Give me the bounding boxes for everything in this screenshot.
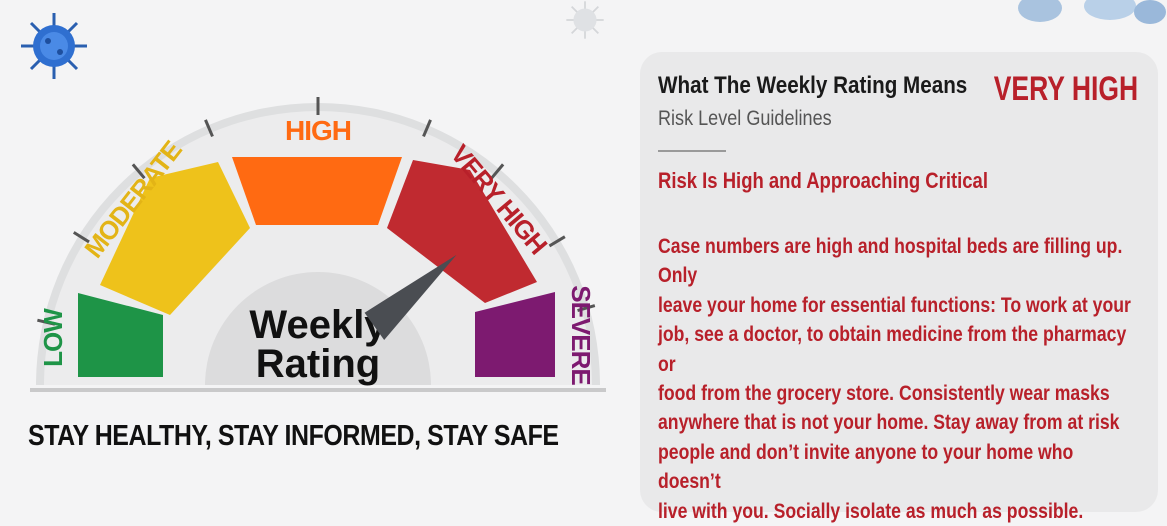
gauge-label-low: LOW xyxy=(38,308,68,367)
description-line: people and don’t invite anyone to your h… xyxy=(658,439,1074,494)
gauge-tick xyxy=(131,163,146,180)
gauge-segment-high xyxy=(232,157,402,225)
risk-description: Case numbers are high and hospital beds … xyxy=(658,232,1134,526)
virus-icon xyxy=(21,13,87,79)
rating-info-panel: What The Weekly Rating Means VERY HIGH R… xyxy=(640,52,1158,523)
gauge-segment-severe xyxy=(475,292,555,377)
description-line: food from the grocery store. Consistentl… xyxy=(658,381,1110,406)
description-line: leave your home for essential functions:… xyxy=(658,292,1131,317)
gauge-segment-moderate xyxy=(100,162,250,315)
gauge-tick xyxy=(490,163,505,180)
gauge-hub xyxy=(205,272,431,385)
risk-heading: Risk Is High and Approaching Critical xyxy=(658,168,988,193)
gauge-label-severe: SEVERE xyxy=(566,285,596,385)
description-line: live with you. Socially isolate as much … xyxy=(658,498,1084,523)
gauge-tick xyxy=(204,119,214,138)
gauge-tick xyxy=(422,119,432,138)
panel-title: What The Weekly Rating Means xyxy=(658,72,968,99)
description-line: anywhere that is not your home. Stay awa… xyxy=(658,410,1120,435)
center-label-line1: Weekly xyxy=(249,303,387,347)
weekly-rating-gauge: LOW MODERATE HIGH VERY HIGH SEVERE Weekly Ra… xyxy=(28,97,606,452)
panel-divider xyxy=(658,150,726,152)
center-label-line2: Rating xyxy=(256,342,380,386)
gauge-needle xyxy=(364,254,457,341)
gauge-segment-low xyxy=(78,293,163,377)
gauge-segment-very-high xyxy=(387,160,537,303)
current-level-badge: VERY HIGH xyxy=(993,70,1138,108)
description-line: Case numbers are high and hospital beds … xyxy=(658,234,1123,288)
virus-icon xyxy=(1018,0,1166,24)
panel-subtitle: Risk Level Guidelines xyxy=(658,107,832,130)
tagline: STAY HEALTHY, STAY INFORMED, STAY SAFE xyxy=(28,420,559,452)
description-line: job, see a doctor, to obtain medicine fr… xyxy=(658,322,1127,376)
virus-icon xyxy=(566,1,604,39)
gauge-tick xyxy=(577,304,596,313)
gauge-tick xyxy=(548,235,566,248)
gauge-tick xyxy=(72,231,90,244)
gauge-tick xyxy=(37,318,56,326)
gauge-label-high: HIGH xyxy=(285,115,351,146)
